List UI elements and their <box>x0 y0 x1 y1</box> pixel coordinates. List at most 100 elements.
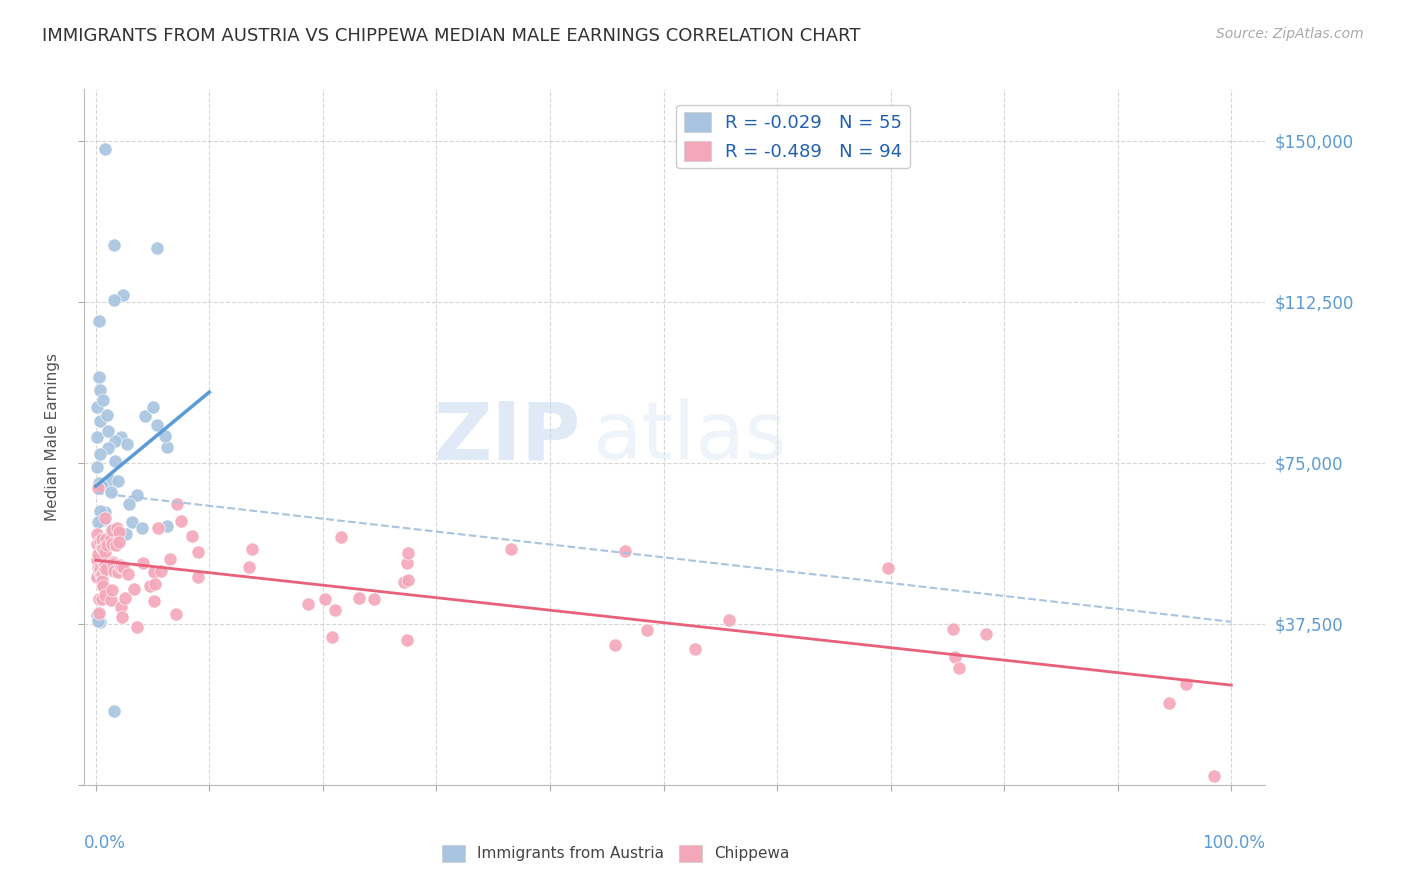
Point <box>948 661 970 675</box>
Point <box>142 565 165 579</box>
Point <box>363 591 385 606</box>
Point <box>396 556 419 570</box>
Point <box>347 591 370 606</box>
Point <box>94 557 117 571</box>
Point <box>166 497 188 511</box>
Point <box>86 460 108 475</box>
Point <box>101 555 124 569</box>
Point <box>100 532 122 546</box>
Text: IMMIGRANTS FROM AUSTRIA VS CHIPPEWA MEDIAN MALE EARNINGS CORRELATION CHART: IMMIGRANTS FROM AUSTRIA VS CHIPPEWA MEDI… <box>42 27 860 45</box>
Point <box>143 594 166 608</box>
Point <box>187 570 209 584</box>
Point <box>942 622 965 636</box>
Point <box>112 560 135 574</box>
Point <box>1174 676 1197 690</box>
Point <box>89 592 111 607</box>
Point <box>149 564 172 578</box>
Point <box>142 401 165 415</box>
Point <box>86 400 108 414</box>
Point <box>87 565 110 579</box>
Text: 100.0%: 100.0% <box>1202 834 1265 852</box>
Point <box>107 565 129 579</box>
Point <box>98 532 121 546</box>
Point <box>107 475 129 489</box>
Point <box>103 293 125 307</box>
Point <box>89 503 111 517</box>
Point <box>89 383 111 397</box>
Point <box>90 541 112 556</box>
Point <box>314 592 336 607</box>
Point <box>86 570 108 584</box>
Point <box>90 479 112 493</box>
Point <box>131 521 153 535</box>
Point <box>93 561 115 575</box>
Point <box>89 534 111 549</box>
Point <box>93 392 115 407</box>
Point <box>943 649 966 664</box>
Point <box>156 441 179 455</box>
Point <box>86 430 108 444</box>
Point <box>156 518 179 533</box>
Point <box>101 557 124 571</box>
Point <box>86 608 108 623</box>
Point <box>877 561 900 575</box>
Point <box>394 574 416 589</box>
Point <box>132 556 155 570</box>
Point <box>94 505 117 519</box>
Point <box>125 620 148 634</box>
Point <box>91 512 114 526</box>
Point <box>717 614 740 628</box>
Point <box>118 497 141 511</box>
Point <box>89 370 111 384</box>
Point <box>89 414 111 428</box>
Point <box>91 568 114 582</box>
Point <box>321 630 343 644</box>
Point <box>87 481 110 495</box>
Point <box>124 582 146 596</box>
Point <box>238 560 260 574</box>
Point <box>103 564 125 578</box>
Point <box>976 627 998 641</box>
Point <box>89 562 111 576</box>
Point <box>145 418 167 433</box>
Point <box>111 288 134 302</box>
Point <box>110 599 132 614</box>
Point <box>91 541 114 555</box>
Point <box>107 524 129 539</box>
Point <box>114 591 136 605</box>
Point <box>139 579 162 593</box>
Point <box>101 582 124 597</box>
Y-axis label: Median Male Earnings: Median Male Earnings <box>45 353 60 521</box>
Point <box>87 606 110 620</box>
Text: 0.0%: 0.0% <box>84 834 127 852</box>
Point <box>683 642 706 657</box>
Point <box>89 314 111 328</box>
Point <box>94 588 117 602</box>
Point <box>100 485 122 500</box>
Point <box>329 530 352 544</box>
Point <box>91 577 114 591</box>
Point <box>90 567 112 582</box>
Point <box>165 607 187 621</box>
Point <box>87 515 110 529</box>
Point <box>110 558 132 572</box>
Point <box>104 530 127 544</box>
Point <box>134 409 156 424</box>
Point <box>111 610 134 624</box>
Point <box>100 473 122 487</box>
Point <box>101 523 124 537</box>
Point <box>91 533 114 547</box>
Point <box>148 520 170 534</box>
Point <box>1157 696 1180 710</box>
Point <box>91 574 114 588</box>
Point <box>89 447 111 461</box>
Point <box>396 632 419 647</box>
Point <box>614 544 637 558</box>
Text: ZIP: ZIP <box>433 398 581 476</box>
Point <box>97 442 120 456</box>
Point <box>91 540 114 554</box>
Point <box>603 639 626 653</box>
Point <box>94 142 117 156</box>
Point <box>103 454 125 468</box>
Point <box>91 591 114 606</box>
